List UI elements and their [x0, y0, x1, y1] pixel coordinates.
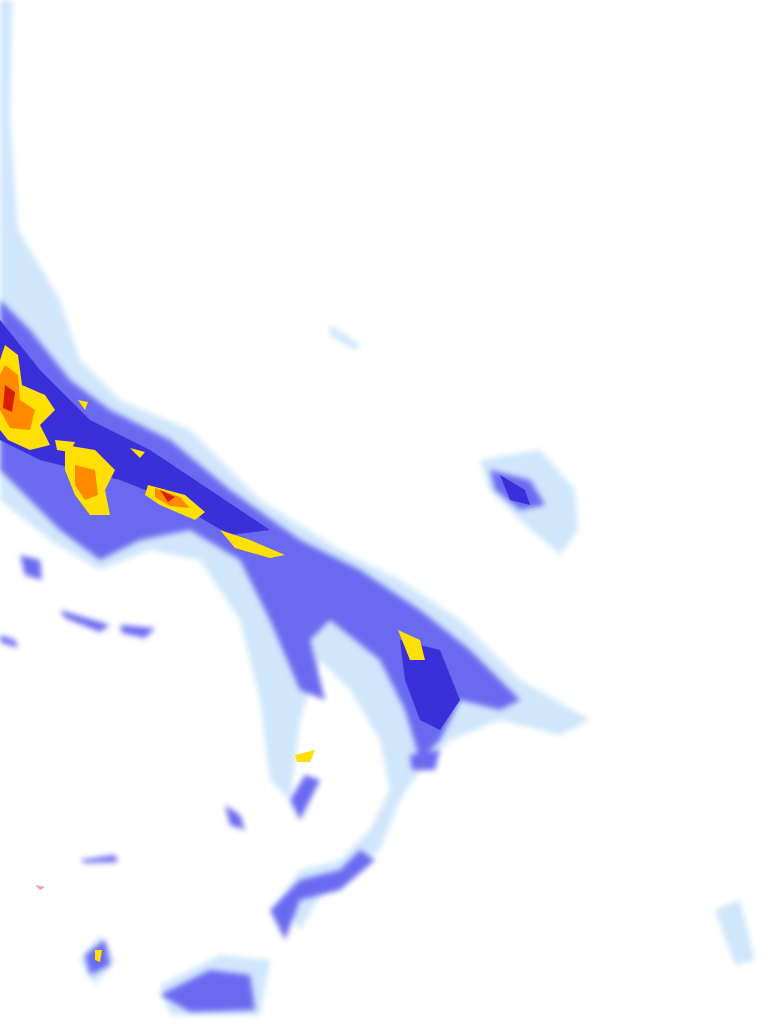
precip-heavy-layer [0, 320, 530, 730]
precip-intense-layer [0, 345, 425, 962]
precip-severe-layer [0, 365, 190, 890]
